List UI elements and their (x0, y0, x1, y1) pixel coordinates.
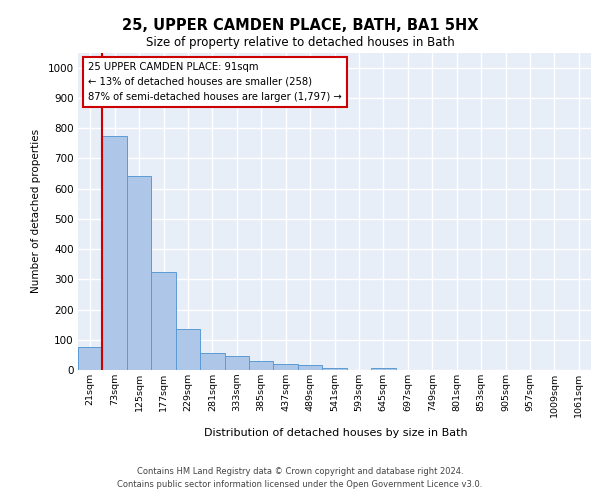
Bar (78, 348, 103, 370)
Bar (151, 272, 176, 370)
Bar (176, 329, 200, 370)
Bar (274, 364, 298, 370)
Y-axis label: Number of detached properties: Number of detached properties (31, 129, 41, 294)
Bar (298, 366, 322, 370)
Text: Contains public sector information licensed under the Open Government Licence v3: Contains public sector information licen… (118, 480, 482, 489)
Bar (371, 368, 395, 370)
Text: Distribution of detached houses by size in Bath: Distribution of detached houses by size … (204, 428, 468, 438)
Text: Contains HM Land Registry data © Crown copyright and database right 2024.: Contains HM Land Registry data © Crown c… (137, 467, 463, 476)
Text: Size of property relative to detached houses in Bath: Size of property relative to detached ho… (146, 36, 454, 49)
Bar (103, 136, 127, 370)
Bar (200, 354, 224, 370)
Text: 25 UPPER CAMDEN PLACE: 91sqm
← 13% of detached houses are smaller (258)
87% of s: 25 UPPER CAMDEN PLACE: 91sqm ← 13% of de… (88, 62, 342, 102)
Bar (322, 368, 347, 370)
Bar (249, 361, 274, 370)
Text: 25, UPPER CAMDEN PLACE, BATH, BA1 5HX: 25, UPPER CAMDEN PLACE, BATH, BA1 5HX (122, 18, 478, 32)
Bar (127, 176, 151, 370)
Bar (224, 356, 249, 370)
